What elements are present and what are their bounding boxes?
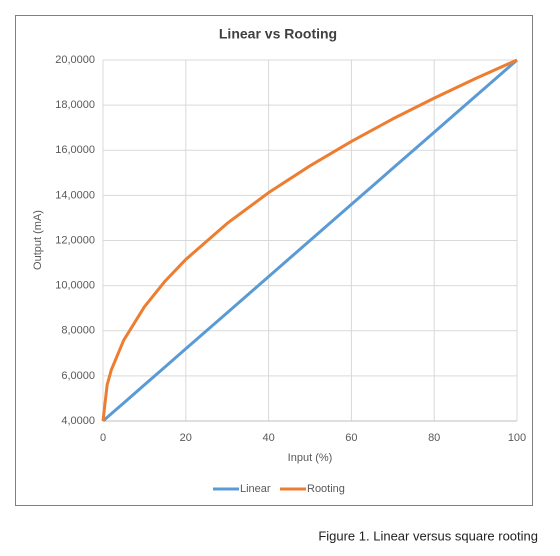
y-tick-label: 6,0000: [61, 370, 95, 382]
data-line: [101, 58, 518, 422]
x-tick-label: 40: [262, 432, 274, 444]
chart-frame: [15, 15, 533, 506]
y-tick-label: 8,0000: [61, 325, 95, 337]
data-line: [102, 58, 518, 423]
y-axis-label: Output (mA): [32, 210, 44, 270]
legend-label: Rooting: [307, 483, 345, 495]
y-tick-label: 14,0000: [55, 189, 95, 201]
x-tick-label: 100: [508, 432, 526, 444]
x-tick-label: 80: [428, 432, 440, 444]
y-tick-label: 16,0000: [55, 144, 95, 156]
x-tick-label: 60: [345, 432, 357, 444]
x-tick-label: 20: [180, 432, 192, 444]
y-tick-label: 10,0000: [55, 280, 95, 292]
x-axis-label: Input (%): [288, 452, 333, 464]
chart-title: Linear vs Rooting: [219, 26, 337, 42]
legend-label: Linear: [240, 483, 271, 495]
y-tick-label: 20,0000: [55, 54, 95, 66]
y-tick-label: 4,0000: [61, 415, 95, 427]
y-tick-label: 12,0000: [55, 234, 95, 246]
x-tick-label: 0: [100, 432, 106, 444]
figure-caption: Figure 1. Linear versus square rooting: [318, 528, 538, 543]
y-tick-label: 18,0000: [55, 99, 95, 111]
